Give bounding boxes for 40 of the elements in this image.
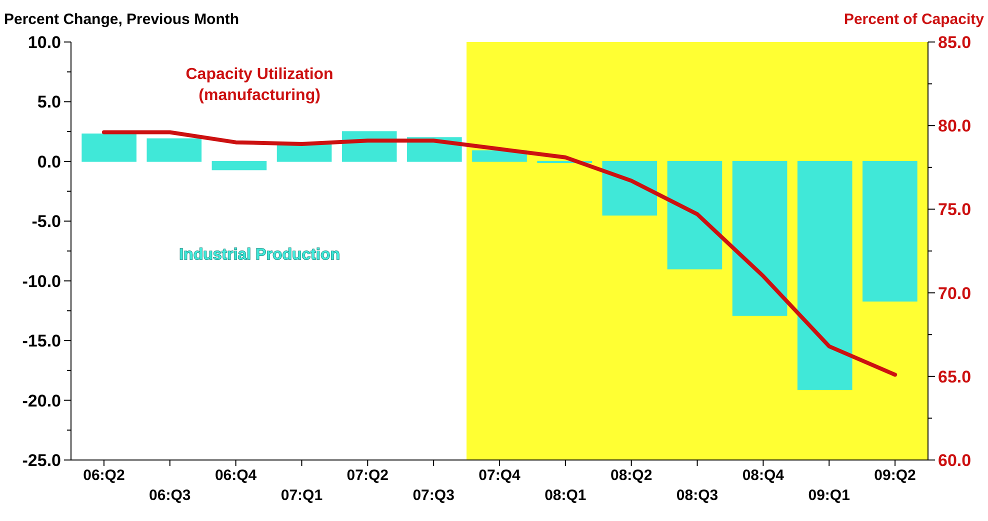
x-tick-label: 07:Q4 bbox=[478, 467, 521, 484]
bar bbox=[667, 161, 722, 270]
y-tick-label: 10.0 bbox=[28, 33, 61, 52]
x-tick-label: 07:Q3 bbox=[412, 487, 454, 504]
x-tick-label: 06:Q3 bbox=[149, 487, 191, 504]
y2-tick-label: 75.0 bbox=[938, 200, 972, 220]
bar bbox=[797, 161, 852, 390]
y2-tick-label: 65.0 bbox=[938, 367, 972, 386]
bar bbox=[82, 134, 136, 162]
x-tick-label: 08:Q1 bbox=[544, 487, 586, 504]
y2-axis-title: Percent of Capacity bbox=[844, 11, 985, 28]
bar bbox=[862, 161, 918, 302]
y2-tick-label: 80.0 bbox=[938, 116, 972, 136]
series-label: Capacity Utilization (manufacturing) bbox=[186, 66, 334, 104]
x-tick-label: 07:Q1 bbox=[280, 487, 323, 504]
bar bbox=[602, 161, 658, 216]
y2-tick-label: 70.0 bbox=[938, 284, 972, 303]
x-tick-label: 09:Q1 bbox=[808, 487, 850, 504]
y2-tick-label: 60.0 bbox=[938, 451, 972, 470]
y-tick-label: -25.0 bbox=[22, 451, 61, 470]
bar bbox=[732, 161, 788, 316]
x-tick-label: 08:Q4 bbox=[742, 467, 785, 484]
line-series bbox=[102, 130, 898, 377]
bar bbox=[212, 161, 267, 170]
y-tick-label: -5.0 bbox=[32, 212, 61, 232]
x-tick-label: 06:Q2 bbox=[83, 467, 125, 484]
y-tick-label: 5.0 bbox=[37, 92, 61, 112]
bar bbox=[146, 138, 202, 162]
x-tick-label: 08:Q2 bbox=[610, 467, 652, 484]
text: Industrial Production bbox=[179, 246, 340, 264]
x-tick-label: 06:Q4 bbox=[214, 467, 258, 484]
y-axis-title: Percent Change, Previous Month bbox=[4, 11, 240, 28]
y-tick-label: -20.0 bbox=[22, 391, 61, 410]
x-tick-label: 09:Q2 bbox=[874, 467, 916, 484]
y-tick-label: 0.0 bbox=[37, 152, 61, 172]
x-tick-label: 08:Q3 bbox=[676, 487, 718, 504]
y-tick-label: -10.0 bbox=[22, 272, 61, 291]
y-tick-label: -15.0 bbox=[22, 332, 61, 351]
y2-tick-label: 85.0 bbox=[938, 33, 972, 52]
x-tick-label: 07:Q2 bbox=[346, 467, 389, 484]
